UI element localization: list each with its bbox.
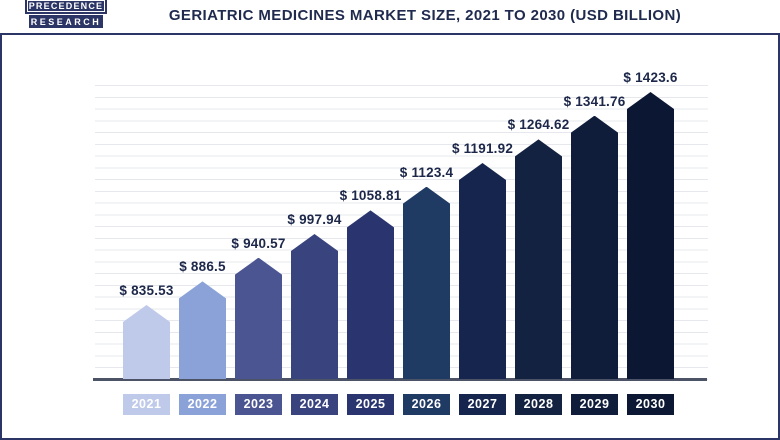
bar-shape [403, 186, 450, 379]
bar-value-label: $ 1123.4 [399, 164, 454, 180]
header-divider-line [0, 33, 780, 35]
x-axis-year-label: 2025 [347, 394, 394, 415]
bar-value-label: $ 835.53 [119, 283, 174, 298]
x-axis-year-label: 2021 [123, 394, 170, 415]
bar-value-label: $ 1341.76 [563, 93, 626, 109]
bar-value-label: $ 997.94 [287, 212, 342, 227]
bar [347, 210, 394, 379]
bar-shape [347, 210, 394, 379]
bar-shape [235, 257, 282, 379]
bar-shape [515, 139, 562, 379]
bar [515, 139, 562, 379]
bar-value-label: $ 1191.92 [451, 141, 514, 156]
x-axis-year-label: 2028 [515, 394, 562, 415]
logo-text-research: RESEARCH [29, 15, 103, 28]
bar [627, 92, 674, 379]
chart-x-axis-line [93, 378, 707, 381]
bar-value-label: $ 1264.62 [507, 117, 570, 133]
bar-shape [123, 305, 170, 379]
x-axis-year-label: 2030 [627, 394, 674, 415]
x-axis-year-label: 2027 [459, 394, 506, 415]
chart-title: GERIATRIC MEDICINES MARKET SIZE, 2021 TO… [168, 7, 682, 24]
bar-value-label: $ 1423.6 [623, 70, 678, 85]
bar-shape [179, 281, 226, 379]
bar [403, 186, 450, 379]
bar-shape [459, 163, 506, 379]
bar [123, 305, 170, 379]
x-axis-year-label: 2026 [403, 394, 450, 415]
bar-value-label: $ 886.5 [179, 259, 226, 275]
x-axis-year-label: 2024 [291, 394, 338, 415]
bar-value-label: $ 940.57 [231, 235, 286, 251]
x-axis-year-label: 2029 [571, 394, 618, 415]
bar-shape [571, 115, 618, 379]
bar-shape [291, 234, 338, 379]
x-axis-year-label: 2023 [235, 394, 282, 415]
x-axis-year-label: 2022 [179, 394, 226, 415]
bar [291, 234, 338, 379]
bar [235, 257, 282, 379]
bar [459, 163, 506, 379]
bar [571, 115, 618, 379]
bar [179, 281, 226, 379]
content-frame-border [0, 33, 780, 440]
precedence-research-logo: PRECEDENCE RESEARCH [25, 0, 107, 28]
bar-shape [627, 92, 674, 379]
bar-value-label: $ 1058.81 [339, 188, 402, 204]
logo-text-precedence: PRECEDENCE [25, 0, 107, 14]
